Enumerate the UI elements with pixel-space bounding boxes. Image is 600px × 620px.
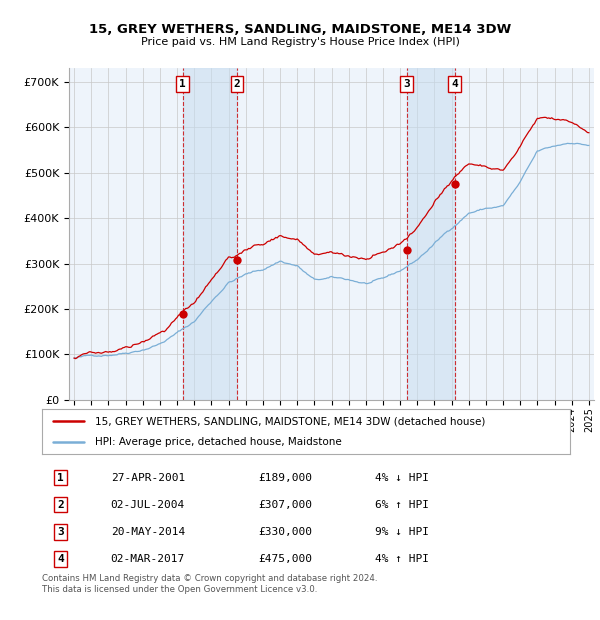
Text: £330,000: £330,000 xyxy=(259,527,313,537)
Text: 20-MAY-2014: 20-MAY-2014 xyxy=(110,527,185,537)
Text: 1: 1 xyxy=(179,79,186,89)
Text: 6% ↑ HPI: 6% ↑ HPI xyxy=(374,500,428,510)
Text: 15, GREY WETHERS, SANDLING, MAIDSTONE, ME14 3DW: 15, GREY WETHERS, SANDLING, MAIDSTONE, M… xyxy=(89,23,511,36)
Bar xyxy=(182,68,237,400)
Text: 2: 2 xyxy=(57,500,64,510)
Text: 2: 2 xyxy=(234,79,241,89)
Text: 4: 4 xyxy=(451,79,458,89)
Text: 9% ↓ HPI: 9% ↓ HPI xyxy=(374,527,428,537)
Text: Price paid vs. HM Land Registry's House Price Index (HPI): Price paid vs. HM Land Registry's House … xyxy=(140,37,460,47)
Text: 4% ↑ HPI: 4% ↑ HPI xyxy=(374,554,428,564)
Text: £475,000: £475,000 xyxy=(259,554,313,564)
Text: 3: 3 xyxy=(403,79,410,89)
Text: 3: 3 xyxy=(57,527,64,537)
Text: 27-APR-2001: 27-APR-2001 xyxy=(110,472,185,482)
Text: HPI: Average price, detached house, Maidstone: HPI: Average price, detached house, Maid… xyxy=(95,436,341,447)
Text: 15, GREY WETHERS, SANDLING, MAIDSTONE, ME14 3DW (detached house): 15, GREY WETHERS, SANDLING, MAIDSTONE, M… xyxy=(95,416,485,427)
Text: 02-MAR-2017: 02-MAR-2017 xyxy=(110,554,185,564)
Bar xyxy=(407,68,455,400)
Text: This data is licensed under the Open Government Licence v3.0.: This data is licensed under the Open Gov… xyxy=(42,585,317,594)
Text: £307,000: £307,000 xyxy=(259,500,313,510)
Text: 4: 4 xyxy=(57,554,64,564)
Text: Contains HM Land Registry data © Crown copyright and database right 2024.: Contains HM Land Registry data © Crown c… xyxy=(42,574,377,583)
Text: 1: 1 xyxy=(57,472,64,482)
Text: 4% ↓ HPI: 4% ↓ HPI xyxy=(374,472,428,482)
Text: £189,000: £189,000 xyxy=(259,472,313,482)
Text: 02-JUL-2004: 02-JUL-2004 xyxy=(110,500,185,510)
